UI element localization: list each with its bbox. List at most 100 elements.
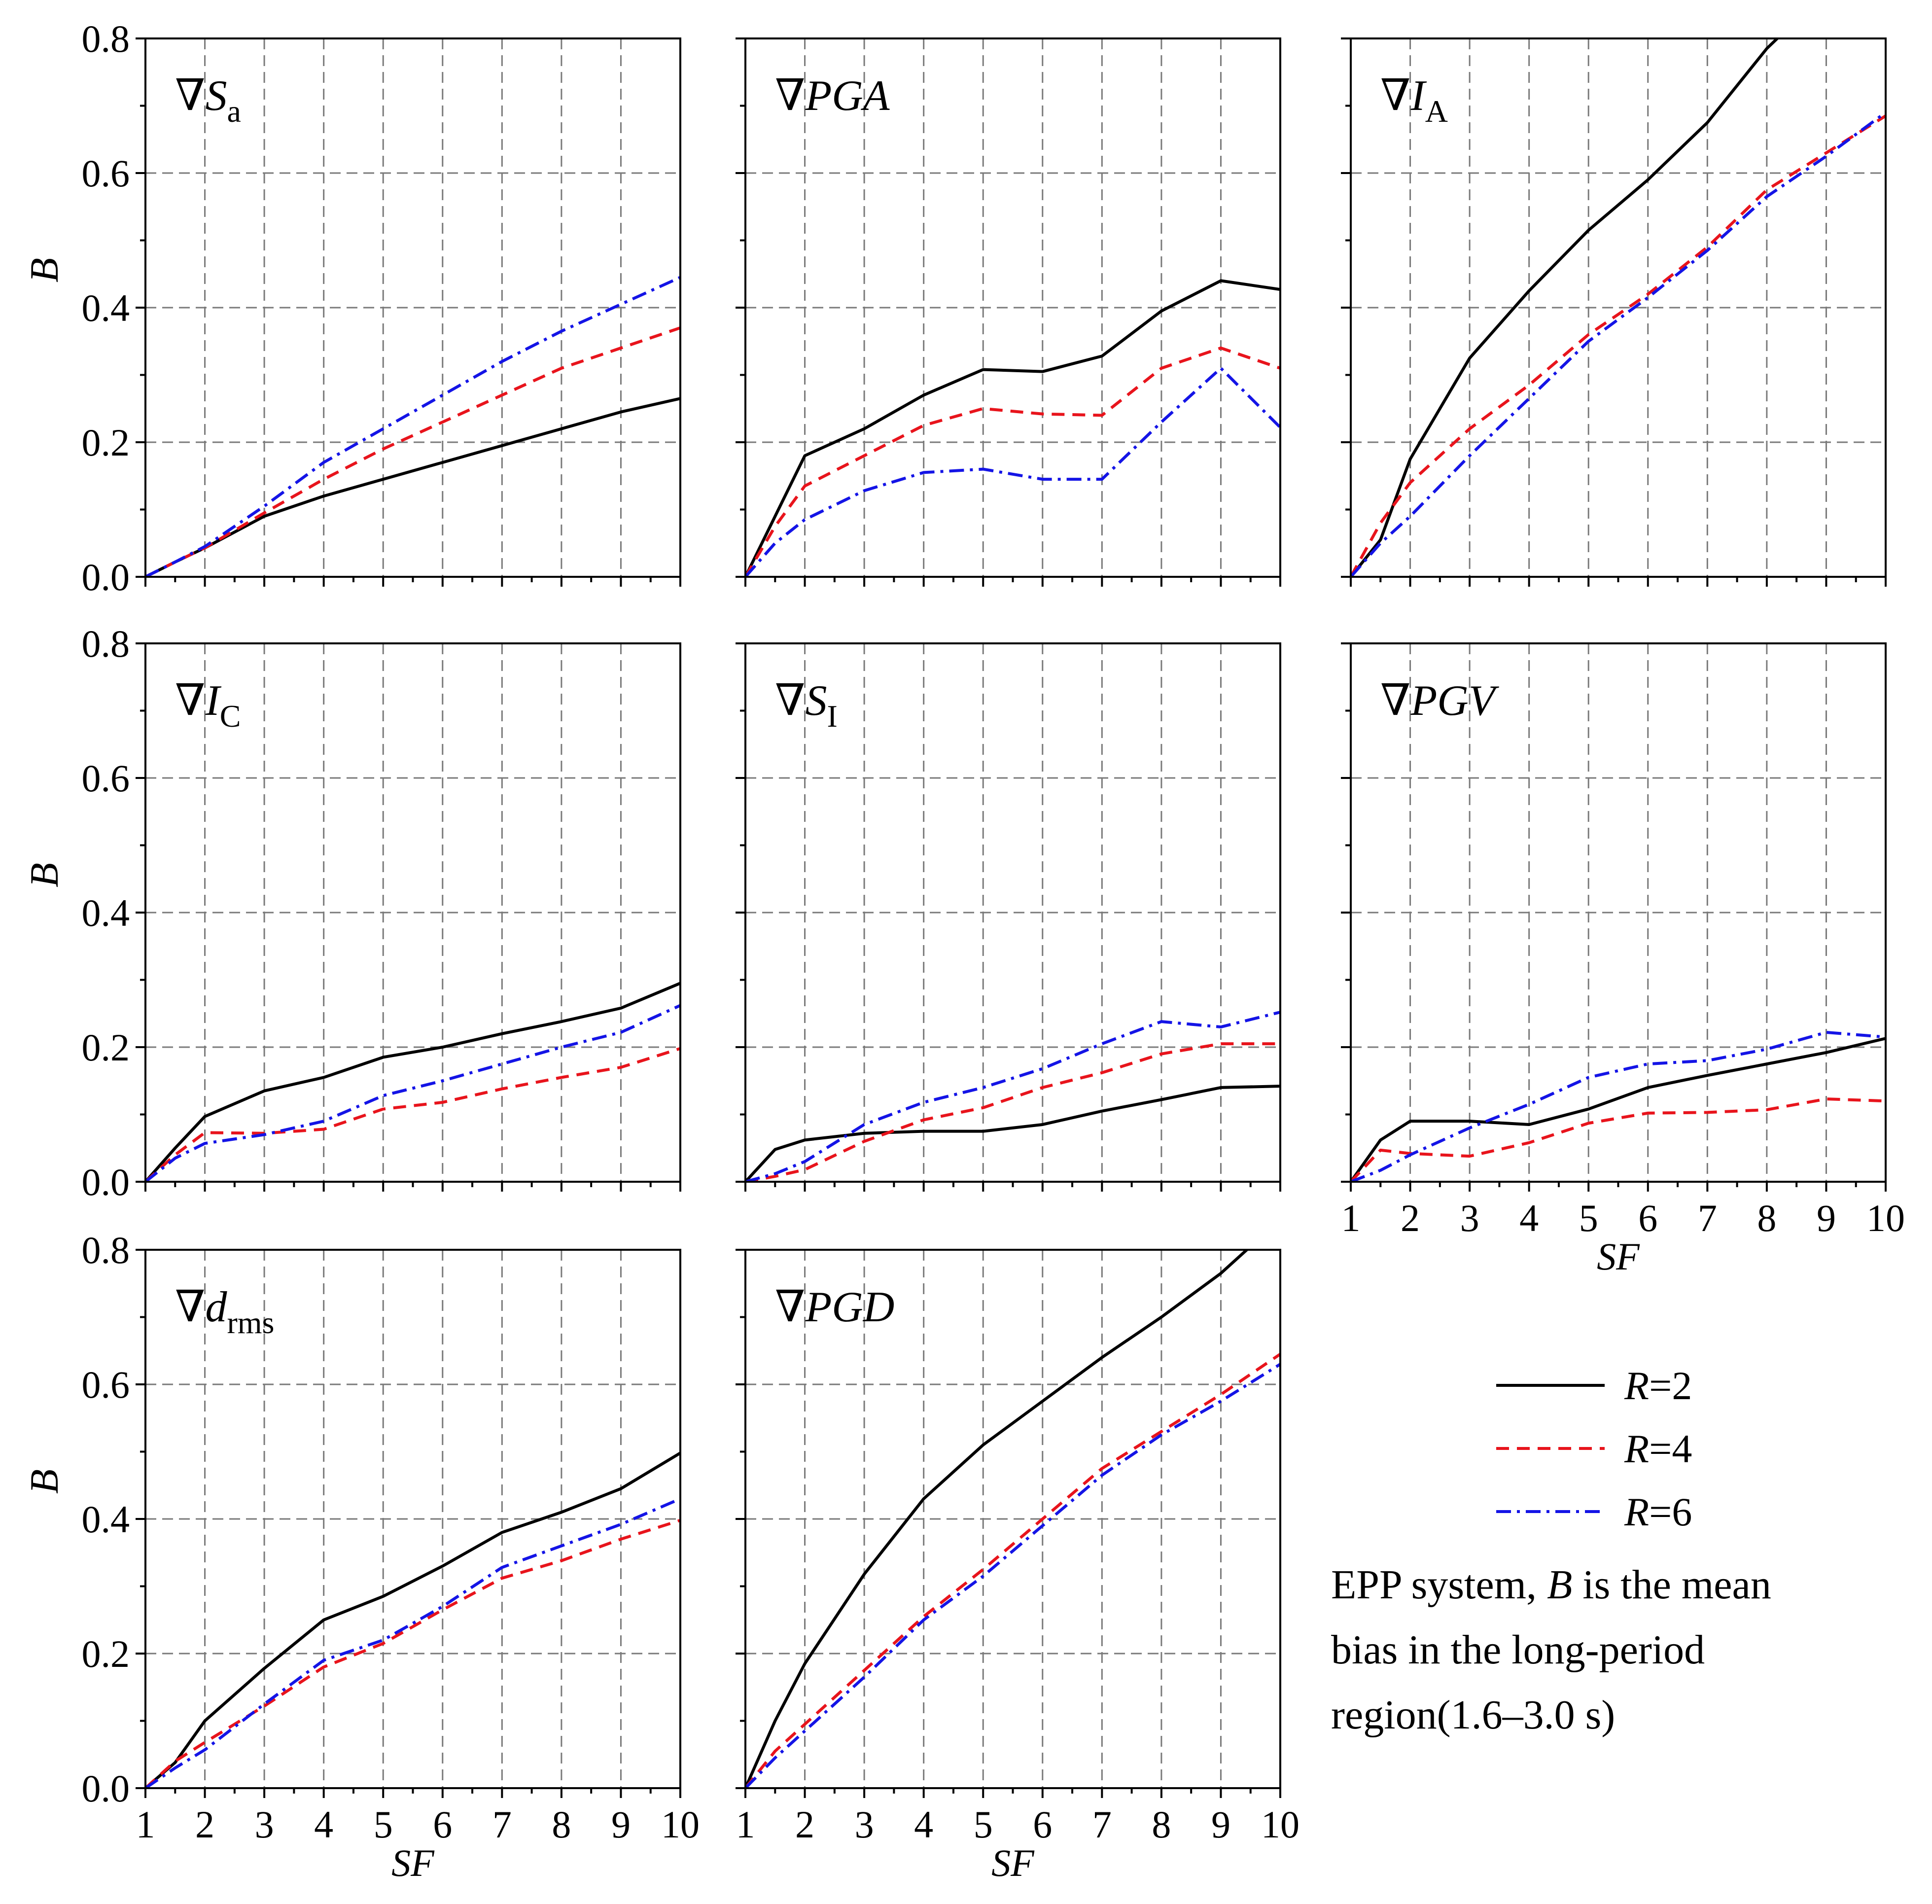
series-line-r6 xyxy=(145,1497,680,1788)
note-line: EPP system, B is the mean xyxy=(1331,1562,1771,1608)
series-line-r6 xyxy=(1351,111,1886,577)
series-line-r4 xyxy=(745,346,1280,577)
grid-lines xyxy=(145,1250,680,1788)
series-line-r4 xyxy=(145,326,680,577)
x-tick-label: 9 xyxy=(611,1803,631,1846)
grid-lines xyxy=(1351,38,1886,577)
y-tick-label: 0.8 xyxy=(82,1229,130,1271)
subplot-6: 1 2 3 4 5 6 7 8 9 10 SF ∇PGV xyxy=(1341,642,1905,1278)
series-line-r2 xyxy=(145,397,680,577)
x-tick-label: 6 xyxy=(1033,1803,1052,1846)
plot-frame xyxy=(144,1249,681,1789)
legend: R=2 R=4 R=6 xyxy=(1496,1363,1692,1534)
series-line-r6 xyxy=(745,366,1280,577)
y-tick-label: 0.6 xyxy=(82,757,130,800)
x-tick-label: 2 xyxy=(795,1803,814,1846)
panel-title: ∇drms xyxy=(175,1283,274,1340)
subplot-2: ∇PGA xyxy=(736,37,1281,587)
subplot-8: 1 2 3 4 5 6 7 8 9 10 SF ∇PGD xyxy=(736,1249,1300,1884)
series-line-r6 xyxy=(1351,1030,1886,1182)
x-tick-label: 4 xyxy=(914,1803,933,1846)
series-line-r4 xyxy=(745,1042,1280,1182)
series-line-r4 xyxy=(1351,114,1886,577)
x-tick-label: 3 xyxy=(1460,1197,1479,1239)
series-line-r6 xyxy=(745,1363,1280,1788)
x-tick-label: 3 xyxy=(255,1803,274,1846)
legend-label: R=2 xyxy=(1624,1363,1692,1408)
panel-title: ∇PGV xyxy=(1380,677,1500,725)
plot-frame xyxy=(144,642,681,1183)
y-tick-label: 0.8 xyxy=(82,17,130,60)
note-line: region(1.6–3.0 s) xyxy=(1331,1692,1615,1738)
series-line-r2 xyxy=(145,982,680,1182)
grid-lines xyxy=(145,38,680,577)
panel-title: ∇IA xyxy=(1380,72,1448,129)
subplot-grid: 0.0 0.2 0.4 0.6 0.8 B ∇Sa ∇PGA ∇IA 0.0 0.2 0.4 0.6 0.… xyxy=(22,17,1905,1884)
subplot-7: 0.0 0.2 0.4 0.6 0.8 1 2 3 4 5 6 7 8 9 10 B SF ∇drms xyxy=(22,1229,700,1884)
plot-frame xyxy=(1350,642,1887,1183)
series-line-r4 xyxy=(745,1353,1280,1788)
series-line-r2 xyxy=(745,1085,1280,1182)
x-tick-label: 9 xyxy=(1211,1803,1230,1846)
x-tick-label: 7 xyxy=(492,1803,512,1846)
x-tick-label: 6 xyxy=(1638,1197,1657,1239)
x-tick-label: 10 xyxy=(1261,1803,1300,1846)
series-line-r2 xyxy=(745,279,1280,577)
subplot-4: 0.0 0.2 0.4 0.6 0.8 B ∇IC xyxy=(22,622,681,1203)
series-line-r6 xyxy=(145,1004,680,1182)
plot-frame xyxy=(744,37,1281,578)
legend-label: R=6 xyxy=(1624,1489,1692,1534)
y-tick-label: 0.8 xyxy=(82,622,130,665)
y-tick-label: 0.6 xyxy=(82,1363,130,1406)
plot-frame xyxy=(144,37,681,578)
x-tick-label: 3 xyxy=(855,1803,874,1846)
y-tick-label: 0.4 xyxy=(82,286,130,329)
x-axis-label: SF xyxy=(1597,1235,1640,1278)
x-tick-label: 1 xyxy=(1341,1197,1361,1239)
panel-title: ∇SI xyxy=(775,677,838,734)
plot-frame xyxy=(744,642,1281,1183)
y-tick-label: 0.0 xyxy=(82,1767,130,1810)
series-line-r2 xyxy=(1351,1037,1886,1182)
x-tick-label: 5 xyxy=(1579,1197,1598,1239)
grid-lines xyxy=(745,643,1280,1182)
y-axis-label: B xyxy=(22,258,67,282)
y-tick-label: 0.0 xyxy=(82,1161,130,1203)
y-tick-label: 0.4 xyxy=(82,1498,130,1541)
grid-lines xyxy=(145,643,680,1182)
x-tick-label: 7 xyxy=(1698,1197,1717,1239)
plot-frame xyxy=(1350,37,1887,578)
subplot-5: ∇SI xyxy=(736,642,1281,1192)
y-tick-label: 0.0 xyxy=(82,556,130,599)
y-tick-label: 0.2 xyxy=(82,1632,130,1675)
grid-lines xyxy=(745,38,1280,577)
x-axis-label: SF xyxy=(391,1841,435,1884)
legend-label: R=4 xyxy=(1624,1426,1692,1471)
x-tick-label: 8 xyxy=(552,1803,571,1846)
series-line-r2 xyxy=(1351,38,1780,577)
x-tick-label: 6 xyxy=(433,1803,452,1846)
x-tick-label: 4 xyxy=(314,1803,333,1846)
series-line-r2 xyxy=(745,1250,1249,1788)
x-tick-label: 9 xyxy=(1817,1197,1836,1239)
panel-title: ∇IC xyxy=(175,677,241,734)
plot-frame xyxy=(744,1249,1281,1789)
y-tick-label: 0.4 xyxy=(82,891,130,934)
series-line-r4 xyxy=(145,1047,680,1182)
x-tick-label: 1 xyxy=(136,1803,155,1846)
x-tick-label: 1 xyxy=(736,1803,755,1846)
x-tick-label: 8 xyxy=(1757,1197,1776,1239)
series-line-r6 xyxy=(745,1011,1280,1182)
x-tick-label: 10 xyxy=(661,1803,700,1846)
grid-lines xyxy=(1351,643,1886,1182)
y-tick-label: 0.2 xyxy=(82,421,130,464)
y-axis-label: B xyxy=(22,1469,67,1494)
subplot-1: 0.0 0.2 0.4 0.6 0.8 B ∇Sa xyxy=(22,17,681,599)
series-line-r2 xyxy=(145,1451,680,1788)
panel-title: ∇Sa xyxy=(175,72,241,129)
x-tick-label: 2 xyxy=(1401,1197,1420,1239)
x-tick-label: 4 xyxy=(1519,1197,1539,1239)
note-line: bias in the long-period xyxy=(1331,1627,1705,1673)
series-line-r6 xyxy=(145,276,680,577)
